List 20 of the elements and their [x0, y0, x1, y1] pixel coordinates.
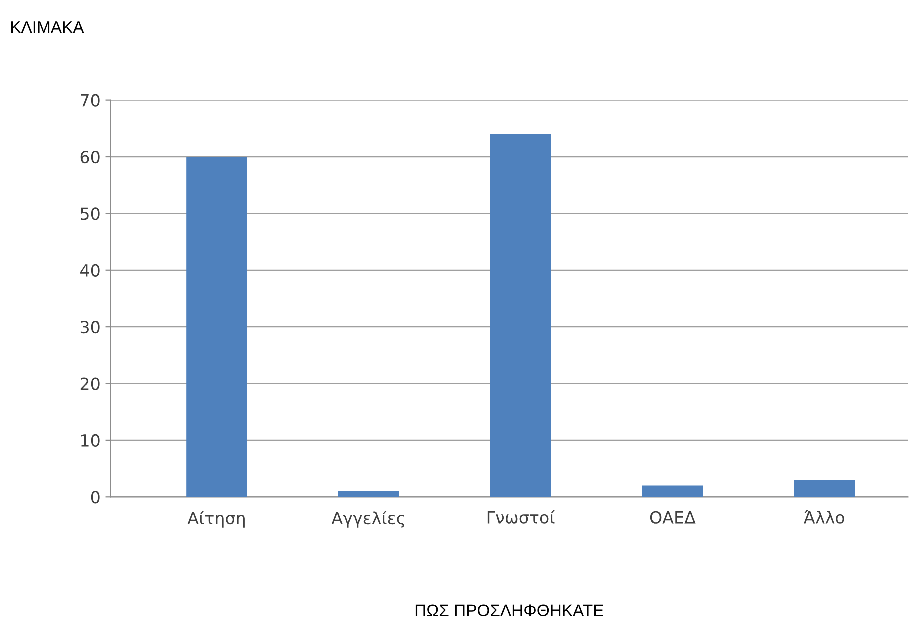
y-tick-label: 20 [80, 378, 100, 390]
y-tick-label: 70 [81, 94, 100, 107]
y-tick-label: 40 [80, 264, 100, 277]
x-tick-label: Αίτηση [188, 511, 245, 528]
y-tick-label: 50 [80, 208, 100, 220]
bar [642, 486, 704, 498]
y-tick-label: 60 [80, 150, 100, 164]
x-tick-label: Άλλο [804, 510, 844, 524]
x-axis-title: ΠΩΣ ΠΡΟΣΛΗΦΘΗΚΑΤΕ [416, 604, 604, 616]
bar [186, 157, 248, 498]
y-tick-label: 0 [91, 491, 100, 504]
chart-title: ΚΛΙΜΑΚΑ [12, 22, 84, 34]
bar [794, 480, 855, 498]
bar [338, 491, 400, 498]
x-tick-label: Γνωστοί [488, 510, 556, 524]
y-tick-label: 10 [82, 434, 100, 448]
x-tick-label: ΟΑΕΔ [650, 511, 696, 524]
bar [490, 134, 552, 498]
x-tick-label: Αγγελίες [332, 511, 404, 528]
y-tick-label: 30 [80, 321, 100, 334]
